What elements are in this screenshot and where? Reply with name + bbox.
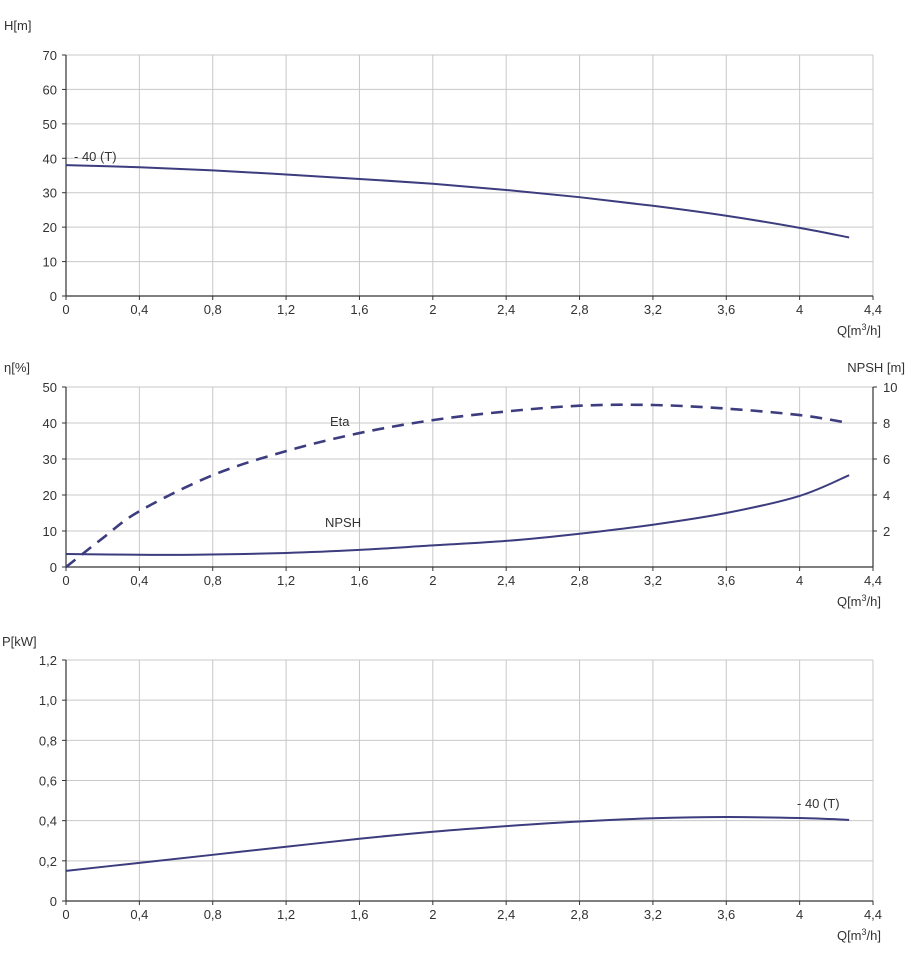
- y2-axis-label: NPSH [m]: [847, 360, 905, 375]
- y-tick-label: 0: [50, 289, 57, 304]
- x-tick-label: 2,8: [571, 907, 589, 922]
- y-tick-label: 10: [43, 255, 57, 270]
- y-tick-label: 40: [43, 151, 57, 166]
- x-tick-label: 1,6: [350, 302, 368, 317]
- y-tick-label: 50: [43, 117, 57, 132]
- series-label: - 40 (T): [74, 149, 117, 164]
- y2-tick-label: 6: [883, 452, 890, 467]
- y2-tick-label: 4: [883, 488, 890, 503]
- y-tick-label: 0,2: [39, 854, 57, 869]
- x-tick-label: 1,2: [277, 907, 295, 922]
- y-tick-label: 0: [50, 560, 57, 575]
- y-axis-label: η[%]: [4, 360, 30, 375]
- series-label: NPSH: [325, 515, 361, 530]
- y-tick-label: 20: [43, 220, 57, 235]
- y-tick-label: 0: [50, 894, 57, 909]
- x-tick-label: 0,4: [130, 907, 148, 922]
- chart-panel-1: 0 0,4 0,8 1,2 1,6 2 2,4 2,8 3,2 3,6 4 4,4 0 10 20 30 40 5…: [4, 18, 882, 338]
- x-tick-label: 4,4: [864, 302, 882, 317]
- x-tick-label: 3,6: [717, 907, 735, 922]
- x-tick-label: 0: [62, 573, 69, 588]
- y-axis-label: H[m]: [4, 18, 31, 33]
- chart-panel-3: 0 0,4 0,8 1,2 1,6 2 2,4 2,8 3,2 3,6 4 4,4 0 0,2 0,4 0,6…: [2, 634, 882, 943]
- y-tick-label: 1,2: [39, 653, 57, 668]
- x-tick-label: 3,6: [717, 302, 735, 317]
- y-tick-label: 0,6: [39, 774, 57, 789]
- x-tick-label: 3,6: [717, 573, 735, 588]
- y2-tick-label: 10: [883, 380, 897, 395]
- series-line-40-t: [65, 164, 850, 239]
- x-axis-label: Q[m3/h]: [837, 322, 881, 338]
- x-tick-label: 0,8: [204, 302, 222, 317]
- chart-panel-2: 0 0,4 0,8 1,2 1,6 2 2,4 2,8 3,2 3,6 4 4,4 0 10 20 30 40 5…: [4, 360, 905, 609]
- y-tick-label: 50: [43, 380, 57, 395]
- x-tick-label: 1,2: [277, 302, 295, 317]
- y-tick-label: 40: [43, 416, 57, 431]
- series-line-npsh: [65, 474, 850, 556]
- x-tick-label: 0: [62, 302, 69, 317]
- y2-tick-label: 2: [883, 524, 890, 539]
- x-tick-label: 2: [429, 907, 436, 922]
- x-tick-label: 2: [429, 302, 436, 317]
- x-tick-label: 4,4: [864, 907, 882, 922]
- x-tick-label: 4: [796, 907, 803, 922]
- x-tick-label: 3,2: [644, 907, 662, 922]
- x-tick-label: 1,6: [350, 573, 368, 588]
- x-tick-label: 2: [429, 573, 436, 588]
- y-tick-label: 0,8: [39, 733, 57, 748]
- y-tick-label: 20: [43, 488, 57, 503]
- series-line-40-t: [65, 816, 850, 872]
- x-tick-label: 4: [796, 302, 803, 317]
- y-tick-label: 30: [43, 186, 57, 201]
- x-tick-label: 2,4: [497, 907, 515, 922]
- x-tick-label: 1,2: [277, 573, 295, 588]
- y-tick-label: 0,4: [39, 814, 57, 829]
- x-tick-label: 1,6: [350, 907, 368, 922]
- x-tick-label: 3,2: [644, 573, 662, 588]
- y2-tick-label: 8: [883, 416, 890, 431]
- x-tick-label: 2,4: [497, 573, 515, 588]
- series-label: - 40 (T): [797, 796, 840, 811]
- x-tick-label: 0,4: [130, 302, 148, 317]
- x-tick-label: 3,2: [644, 302, 662, 317]
- y-tick-label: 30: [43, 452, 57, 467]
- x-tick-label: 2,8: [571, 302, 589, 317]
- y-tick-label: 10: [43, 524, 57, 539]
- series-line-eta: [65, 403, 850, 569]
- x-tick-label: 0,8: [204, 907, 222, 922]
- x-axis-label: Q[m3/h]: [837, 927, 881, 943]
- y-tick-label: 1,0: [39, 693, 57, 708]
- y-tick-label: 70: [43, 48, 57, 63]
- y-axis-label: P[kW]: [2, 634, 37, 649]
- x-tick-label: 2,8: [571, 573, 589, 588]
- y-tick-label: 60: [43, 82, 57, 97]
- x-tick-label: 0,8: [204, 573, 222, 588]
- x-axis-label: Q[m3/h]: [837, 593, 881, 609]
- series-label: Eta: [330, 414, 350, 429]
- x-tick-label: 0,4: [130, 573, 148, 588]
- x-tick-label: 4: [796, 573, 803, 588]
- x-tick-label: 0: [62, 907, 69, 922]
- x-tick-label: 4,4: [864, 573, 882, 588]
- x-tick-label: 2,4: [497, 302, 515, 317]
